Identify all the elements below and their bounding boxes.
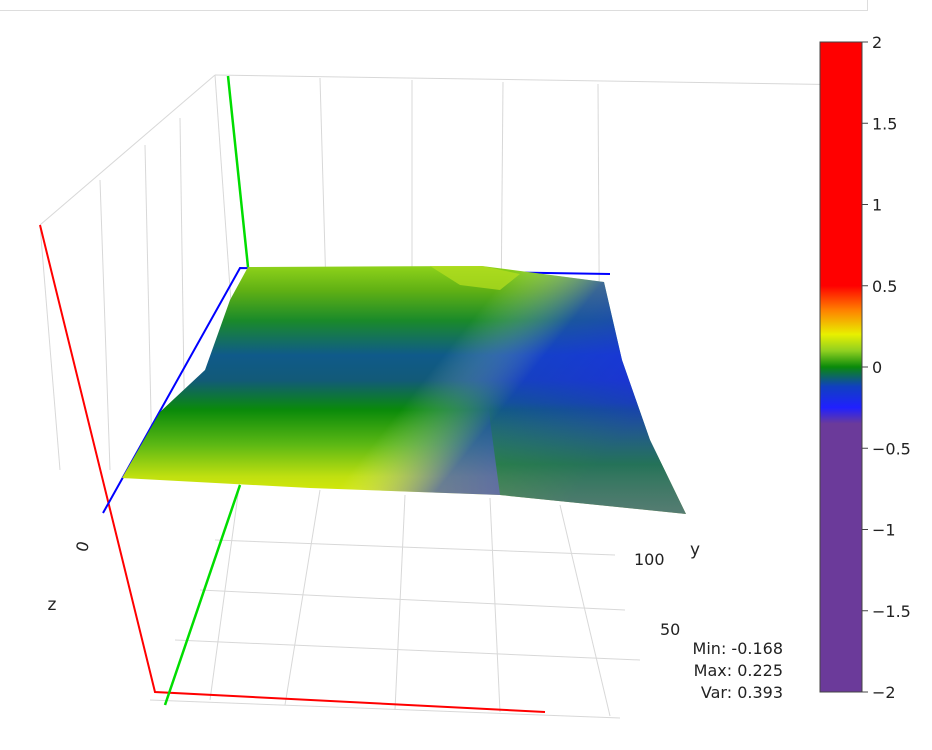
- grid-line: [149, 699, 621, 719]
- surface-peak-highlight: [430, 266, 520, 290]
- grid-line: [394, 494, 406, 711]
- stats-min: Min: -0.168: [693, 639, 783, 658]
- surface-mesh[interactable]: [122, 266, 686, 514]
- colorbar-gradient: [819, 41, 863, 693]
- z-axis-title: z: [48, 595, 57, 615]
- grid-line: [99, 179, 111, 471]
- stats-var: Var: 0.393: [701, 683, 783, 702]
- modebar-border: [0, 0, 868, 11]
- colorbar-tick-label: −2: [872, 683, 896, 702]
- y-axis-line-upper: [226, 75, 250, 268]
- surface-green-region: [482, 266, 686, 514]
- colorbar: 2 1.5 1 0.5 0 −0.5 −1 −1.5 −2: [819, 33, 911, 702]
- colorbar-tick-label: −1: [872, 521, 896, 540]
- colorbar-tick-label: 2: [872, 33, 882, 52]
- x-axis-line: [39, 224, 546, 713]
- grid-line: [39, 224, 61, 471]
- colorbar-tick-label: 1.5: [872, 114, 897, 133]
- grid-line: [174, 639, 641, 661]
- grid-line: [559, 504, 611, 717]
- colorbar-tick-label: 0.5: [872, 277, 897, 296]
- grid-line: [199, 589, 626, 611]
- colorbar-tick-label: 1: [872, 196, 882, 215]
- axis-ticks: 0 50 100: [72, 539, 680, 639]
- grid-line: [214, 74, 861, 86]
- z-tick-label: 0: [72, 539, 93, 554]
- y-axis-title: y: [690, 540, 700, 560]
- grid-line: [209, 479, 241, 701]
- colorbar-tick-label: 0: [872, 358, 882, 377]
- y-tick-label: 50: [660, 620, 680, 639]
- stats-box: Min: -0.168 Max: 0.225 Var: 0.393: [693, 639, 783, 702]
- grid-line: [489, 497, 501, 713]
- colorbar-tick-label: −1.5: [872, 602, 911, 621]
- colorbar-tick-label: −0.5: [872, 439, 911, 458]
- stats-max: Max: 0.225: [694, 661, 783, 680]
- grid-line: [39, 74, 216, 226]
- grid-line: [214, 539, 616, 556]
- grid-line: [144, 144, 153, 461]
- colorbar-ticks: 2 1.5 1 0.5 0 −0.5 −1 −1.5 −2: [862, 33, 911, 702]
- y-tick-label: 100: [634, 550, 665, 569]
- grid-line: [284, 489, 321, 706]
- y-axis-line-lower: [163, 484, 242, 706]
